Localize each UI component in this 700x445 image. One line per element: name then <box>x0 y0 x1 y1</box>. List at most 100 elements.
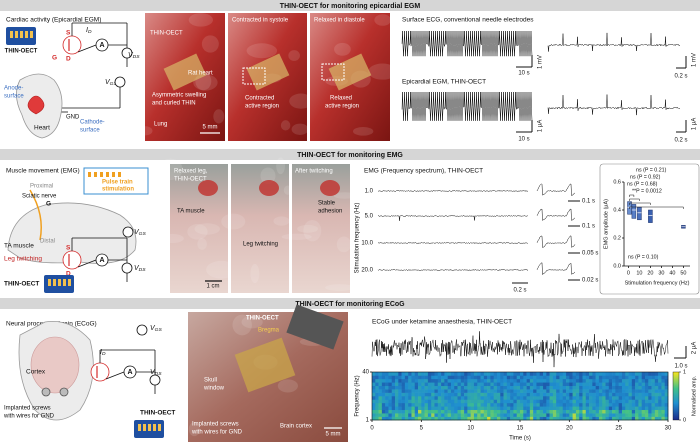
spectrogram-cell <box>391 375 396 380</box>
spectrogram-cell <box>536 416 541 421</box>
spectrogram-cell <box>562 389 567 393</box>
spectrogram-cell <box>582 375 587 380</box>
spectrogram-cell <box>539 392 544 397</box>
label: TA muscle <box>177 209 205 215</box>
spectrogram-cell <box>658 389 662 393</box>
spectrogram-cell <box>520 396 524 400</box>
spectrogram-cell <box>579 409 583 414</box>
x-axis-label: Time (s) <box>509 436 531 442</box>
spectrogram-cell <box>552 409 557 414</box>
spectrogram-cell <box>520 385 524 390</box>
spectrogram-cell <box>381 396 386 400</box>
spectrogram-cell <box>411 396 416 400</box>
spectrogram-cell <box>621 396 626 400</box>
symbol: VGS <box>150 325 162 333</box>
spectrogram-cell <box>523 375 527 380</box>
photo-texture <box>289 93 313 109</box>
spectrogram-cell <box>595 413 600 417</box>
spectrogram-cell <box>490 409 494 414</box>
spectrogram-cell <box>644 406 649 411</box>
label: S <box>66 30 71 37</box>
label: G <box>46 201 51 208</box>
spectrogram-cell <box>575 416 580 421</box>
spectrogram-cell <box>375 413 379 417</box>
spectrogram-cell <box>664 399 669 404</box>
spectrogram-cell <box>375 375 379 380</box>
device-pad <box>138 424 141 431</box>
spectrogram-cell <box>552 375 557 380</box>
spectrogram-cell <box>480 372 485 376</box>
spectrogram-cell <box>615 389 619 393</box>
spectrogram-cell <box>395 389 399 393</box>
spectrogram-cell <box>490 375 494 380</box>
spectrogram-cell <box>450 402 455 407</box>
spectrogram-cell <box>605 385 610 390</box>
spectrogram-cell <box>401 399 406 404</box>
spectrogram-cell <box>566 402 570 407</box>
photo-texture <box>187 224 208 240</box>
spectrogram-cell <box>644 382 649 387</box>
colorbar-label: Normalised amp. <box>691 376 697 416</box>
spectrogram-cell <box>651 378 656 383</box>
label: Relaxed <box>330 96 352 102</box>
pulse <box>118 172 121 177</box>
spectrogram-cell <box>490 385 494 390</box>
symbol-sub: D <box>88 29 92 35</box>
spectrogram-cell <box>552 416 557 421</box>
header-bar <box>0 149 700 160</box>
spectrogram-cell <box>644 413 649 417</box>
spectrogram-cell <box>648 406 652 411</box>
spectrogram-cell <box>444 416 448 421</box>
spectrogram-cell <box>372 413 376 417</box>
spectrogram-cell <box>395 375 399 380</box>
spectrogram-cell <box>460 396 465 400</box>
spectrogram-cell <box>628 399 633 404</box>
spectrogram-cell <box>605 396 610 400</box>
spectrogram-cell <box>401 385 406 390</box>
device-pad <box>15 31 18 38</box>
spectrogram-cell <box>589 375 593 380</box>
spectrogram-cell <box>529 399 534 404</box>
spectrogram-cell <box>575 402 580 407</box>
spectrogram-cell <box>395 402 399 407</box>
spectrogram-cell <box>434 396 439 400</box>
spectrogram-cell <box>605 413 610 417</box>
spectrogram-cell <box>539 389 544 393</box>
spectrogram-cell <box>572 372 577 376</box>
spectrogram-cell <box>618 372 623 376</box>
spectrogram-cell <box>411 399 416 404</box>
spectrogram-cell <box>457 409 462 414</box>
spectrogram-cell <box>487 402 491 407</box>
label: 0.2 s <box>674 74 687 80</box>
spectrogram-cell <box>569 402 573 407</box>
spectrogram-cell <box>651 389 656 393</box>
spectrogram-cell <box>608 382 613 387</box>
spectrogram-cell <box>654 372 659 376</box>
label: 20.0 <box>361 268 373 274</box>
spectrogram-cell <box>556 416 560 421</box>
spectrogram-cell <box>566 409 570 414</box>
symbol-main: V <box>150 325 156 332</box>
label: 5 mm <box>326 432 341 438</box>
spectrogram-cell <box>424 409 429 414</box>
spectrogram-cell <box>631 402 636 407</box>
spectrogram-cell <box>464 413 468 417</box>
spectrogram-cell <box>549 378 554 383</box>
spectrogram-cell <box>404 406 409 411</box>
label: Epicardial EGM, THIN-OECT <box>402 79 486 86</box>
spectrogram-cell <box>454 406 458 411</box>
spectrogram-cell <box>467 378 471 383</box>
waveform <box>377 190 529 192</box>
label: THIN-OECT <box>174 177 207 183</box>
spectrogram-cell <box>457 385 462 390</box>
label: 1.0 s <box>674 364 687 370</box>
device-pad <box>63 279 66 286</box>
spectrogram-cell <box>559 399 564 404</box>
spectrogram-cell <box>411 382 416 387</box>
spectrogram-cell <box>375 406 379 411</box>
spectrogram-cell <box>431 413 435 417</box>
spectrogram-cell <box>536 372 541 376</box>
spectrogram-cell <box>644 416 649 421</box>
spectrogram-cell <box>520 416 524 421</box>
spectrogram-cell <box>654 409 659 414</box>
